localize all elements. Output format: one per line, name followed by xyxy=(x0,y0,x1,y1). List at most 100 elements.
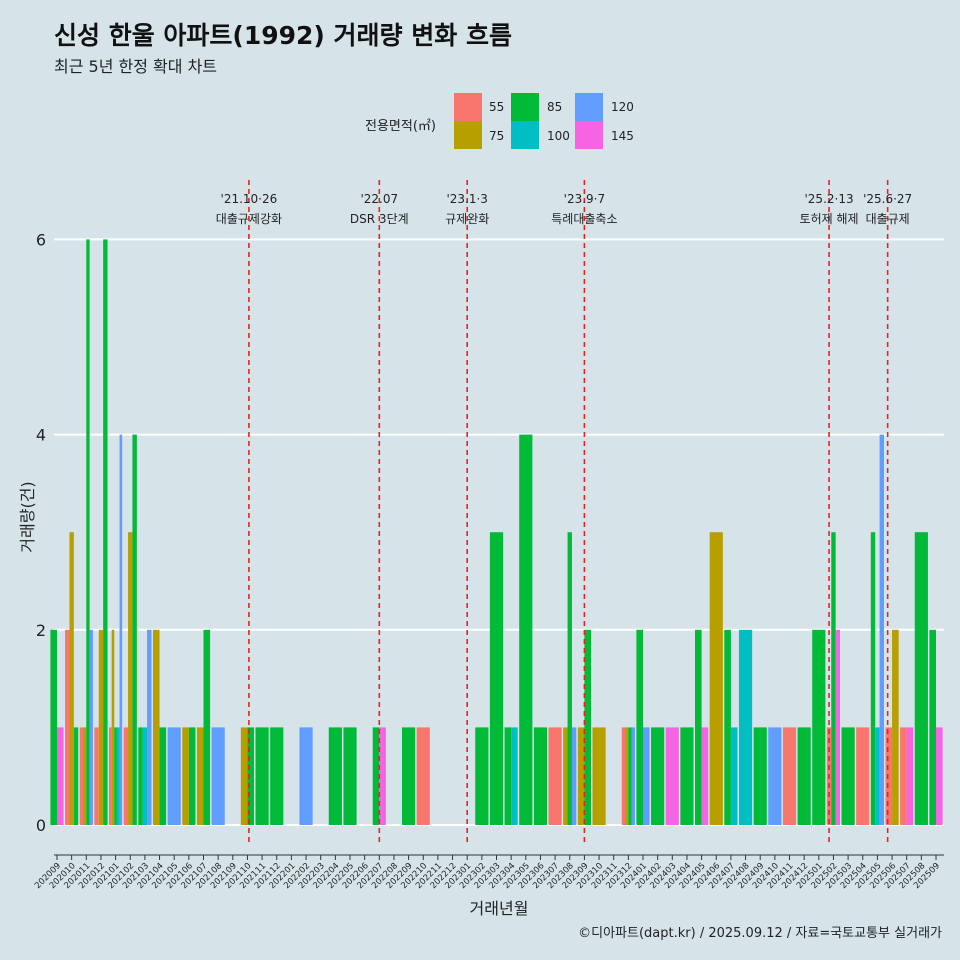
bar-202308-75 xyxy=(563,727,568,825)
bar-202306-85 xyxy=(533,727,548,825)
chart-title: 신성 한울 아파트(1992) 거래량 변화 흐름 xyxy=(54,21,512,50)
legend-label-100: 100 xyxy=(547,129,570,143)
event-text-4: 토허제 해제 xyxy=(800,212,859,226)
legend-key-55 xyxy=(454,93,482,121)
bar-202405-145 xyxy=(701,727,709,825)
bar-202502-85 xyxy=(831,532,836,825)
bar-202312-120 xyxy=(631,727,635,825)
bar-202412-85 xyxy=(797,727,811,825)
bar-202507-55 xyxy=(900,727,907,825)
bar-202303-85 xyxy=(489,532,504,825)
bar-202012-55 xyxy=(94,727,99,825)
bar-202104-85 xyxy=(159,727,167,825)
bar-202307-55 xyxy=(548,727,562,825)
event-date-5: '25.6·27 xyxy=(863,192,912,206)
bar-202207-85 xyxy=(372,727,380,825)
bar-202106-85 xyxy=(188,727,196,825)
bar-202305-85 xyxy=(519,434,533,825)
bar-202011-120 xyxy=(89,629,93,825)
legend-key-75 xyxy=(454,121,482,149)
bar-202502-145 xyxy=(835,629,841,825)
bar-202405-85 xyxy=(695,629,702,825)
bar-202310-75 xyxy=(592,727,606,825)
bar-202112-85 xyxy=(270,727,284,825)
bar-202009-145 xyxy=(57,727,64,825)
bar-202105-120 xyxy=(167,727,181,825)
bar-202101-75 xyxy=(111,629,115,825)
bar-202508-85 xyxy=(914,532,928,825)
bar-202110-75 xyxy=(240,727,248,825)
bar-202309-75 xyxy=(577,727,585,825)
bar-202101-100 xyxy=(116,727,120,825)
legend-title: 전용면적(㎡) xyxy=(365,119,436,134)
bar-202411-55 xyxy=(782,727,797,825)
event-text-3: 특례대출축소 xyxy=(551,212,617,226)
bar-202309-85 xyxy=(584,629,591,825)
event-date-3: '23.9·7 xyxy=(564,192,605,206)
bar-202308-120 xyxy=(571,727,577,825)
bar-202202-120 xyxy=(299,727,313,825)
bar-202205-85 xyxy=(343,727,357,825)
y-tick-label-6: 6 xyxy=(36,230,46,249)
event-text-5: 대출규제 xyxy=(866,212,910,226)
chart-caption: ©디아파트(dapt.kr) / 2025.09.12 / 자료=국토교통부 실… xyxy=(578,926,942,941)
bar-202101-85 xyxy=(114,727,117,825)
legend-label-120: 120 xyxy=(611,100,634,114)
legend: 전용면적(㎡) 55 75 85 100 120 145 xyxy=(365,93,665,153)
bar-202401-120 xyxy=(643,727,650,825)
bar-202403-145 xyxy=(665,727,679,825)
legend-key-120 xyxy=(575,93,603,121)
bar-202103-100 xyxy=(142,727,148,825)
event-text-0: 대출규제강화 xyxy=(216,212,282,226)
bar-202210-55 xyxy=(416,727,430,825)
bar-202402-85 xyxy=(651,727,665,825)
bar-202312-55 xyxy=(621,727,626,825)
bar-202102-55 xyxy=(123,727,129,825)
bar-202207-145 xyxy=(379,727,386,825)
x-axis-title: 거래년월 xyxy=(470,899,529,918)
bar-202304-100 xyxy=(511,727,518,825)
bar-202011-55 xyxy=(79,727,84,825)
event-text-1: DSR 3단계 xyxy=(350,212,409,226)
event-date-0: '21.10·26 xyxy=(221,192,278,206)
y-axis-title: 거래량(건) xyxy=(18,481,37,552)
chart-subtitle: 최근 5년 한정 확대 차트 xyxy=(54,57,218,76)
bar-202312-75 xyxy=(625,727,629,825)
bar-202506-55 xyxy=(885,727,893,825)
bar-202505-85 xyxy=(870,532,876,825)
bar-202503-85 xyxy=(841,727,855,825)
bar-202012-85 xyxy=(103,239,108,825)
event-date-4: '25.2·13 xyxy=(805,192,854,206)
legend-label-75: 75 xyxy=(489,129,505,143)
bar-202010-75 xyxy=(69,532,74,825)
legend-key-85 xyxy=(511,93,539,121)
bar-202408-100 xyxy=(738,629,753,825)
bar-202103-120 xyxy=(147,629,152,825)
bar-202107-85 xyxy=(203,629,211,825)
bar-202108-120 xyxy=(211,727,225,825)
event-text-2: 규제완화 xyxy=(445,212,489,226)
bar-202509-145 xyxy=(936,727,943,825)
bar-202103-85 xyxy=(138,727,143,825)
bar-202407-85 xyxy=(724,629,731,825)
bar-202501-85 xyxy=(812,629,826,825)
bar-202409-85 xyxy=(753,727,767,825)
bar-202102-85 xyxy=(132,434,137,825)
bar-202009-85 xyxy=(50,629,57,825)
bar-202101-55 xyxy=(109,727,112,825)
y-tick-label-0: 0 xyxy=(36,816,46,835)
legend-key-100 xyxy=(511,121,539,149)
bar-202204-85 xyxy=(328,727,342,825)
bar-202010-85 xyxy=(73,727,79,825)
bar-202104-75 xyxy=(152,629,160,825)
bar-202308-85 xyxy=(567,532,572,825)
event-date-1: '22.07 xyxy=(360,192,398,206)
legend-label-145: 145 xyxy=(611,129,634,143)
bar-202504-55 xyxy=(856,727,870,825)
bar-202506-75 xyxy=(892,629,899,825)
bar-202407-100 xyxy=(730,727,738,825)
event-date-2: '23.1·3 xyxy=(446,192,487,206)
bar-202107-75 xyxy=(196,727,204,825)
bar-202507-145 xyxy=(906,727,914,825)
bar-202011-75 xyxy=(83,727,87,825)
